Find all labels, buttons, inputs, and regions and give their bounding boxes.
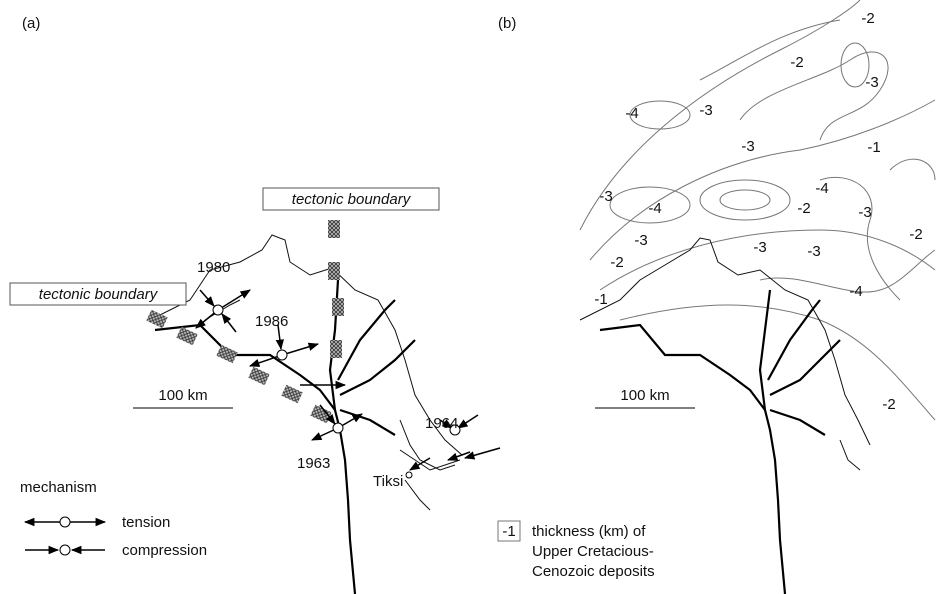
event-year: 1980	[197, 259, 230, 276]
place-name: Tiksi	[373, 473, 403, 490]
contour-label: -2	[909, 226, 922, 243]
contour-label: -2	[861, 10, 874, 27]
panel-label: (b)	[498, 15, 516, 32]
panel-b: (b) -2 -2 -3 -3 -4 -3 -1 -4 -3 -4 -2 -3 …	[497, 0, 936, 594]
label-box	[9, 282, 187, 306]
contour-label: -3	[807, 243, 820, 260]
coastline	[149, 234, 463, 511]
panel-a: (a) tectonic boundary tectonic boundary …	[9, 15, 501, 594]
scale-label: 100 km	[620, 387, 669, 404]
rivers	[599, 289, 841, 594]
legend-text: thickness (km) of	[532, 523, 646, 540]
legend-box	[497, 520, 521, 542]
boundary-label: tectonic boundary	[292, 191, 412, 208]
scale-label: 100 km	[158, 387, 207, 404]
contour-label: -3	[599, 188, 612, 205]
event-year: 1964	[425, 415, 458, 432]
place-marker	[405, 471, 413, 479]
legend-item: compression	[122, 542, 207, 559]
contours	[579, 0, 936, 421]
contour-label: -4	[849, 283, 862, 300]
contour-label: -3	[858, 204, 871, 221]
label-box	[262, 187, 440, 211]
mechanisms	[195, 289, 501, 471]
legend-text: Cenozoic deposits	[532, 563, 655, 580]
contour-label: -4	[648, 200, 661, 217]
legend-sample: -1	[502, 523, 515, 540]
contour-label: -3	[699, 102, 712, 119]
legend-item: tension	[122, 514, 170, 531]
event-year: 1986	[255, 313, 288, 330]
contour-label: -4	[625, 105, 638, 122]
contour-label: -2	[610, 254, 623, 271]
boundary-label: tectonic boundary	[39, 286, 159, 303]
contour-label: -2	[790, 54, 803, 71]
contour-label: -2	[797, 200, 810, 217]
contour-label: -4	[815, 180, 828, 197]
tectonic-boundary	[146, 220, 344, 424]
contour-label: -3	[741, 138, 754, 155]
contour-label: -2	[882, 396, 895, 413]
event-year: 1963	[297, 455, 330, 472]
legend-text: Upper Cretacious-	[532, 543, 654, 560]
contour-label: -1	[867, 139, 880, 156]
contour-label: -3	[634, 232, 647, 249]
contour-label: -3	[865, 74, 878, 91]
contour-label: -1	[594, 291, 607, 308]
legend-title: mechanism	[20, 479, 97, 496]
coastline	[579, 237, 871, 471]
contour-label: -3	[753, 239, 766, 256]
panel-label: (a)	[22, 15, 40, 32]
